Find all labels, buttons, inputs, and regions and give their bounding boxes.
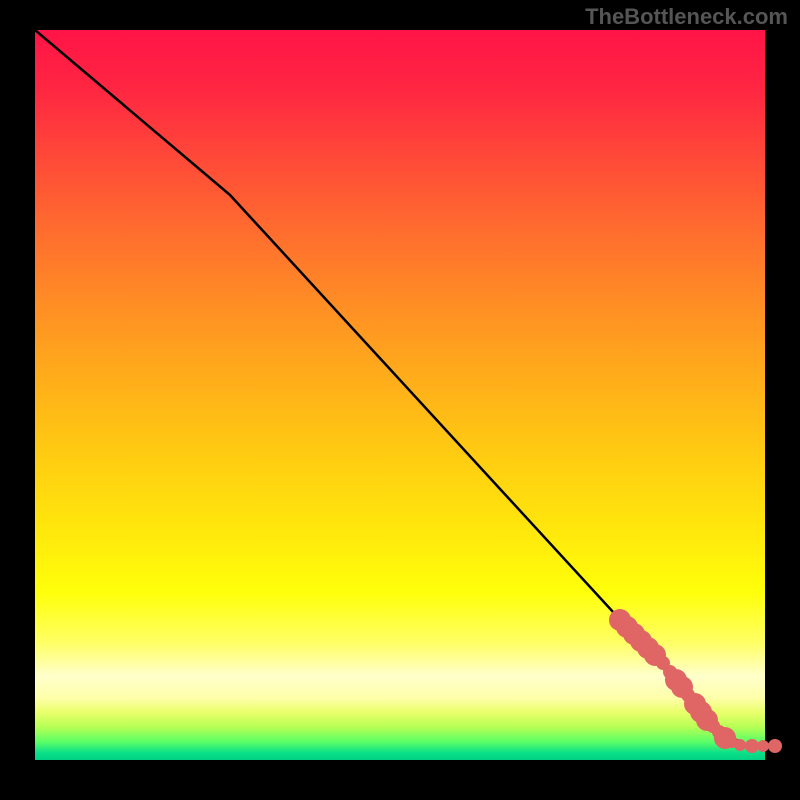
data-marker	[734, 739, 746, 751]
data-marker	[745, 739, 759, 753]
chart-stage: TheBottleneck.com	[0, 0, 800, 800]
chart-svg	[0, 0, 800, 800]
data-marker	[768, 739, 782, 753]
watermark-text: TheBottleneck.com	[585, 4, 788, 30]
data-marker	[757, 740, 769, 752]
